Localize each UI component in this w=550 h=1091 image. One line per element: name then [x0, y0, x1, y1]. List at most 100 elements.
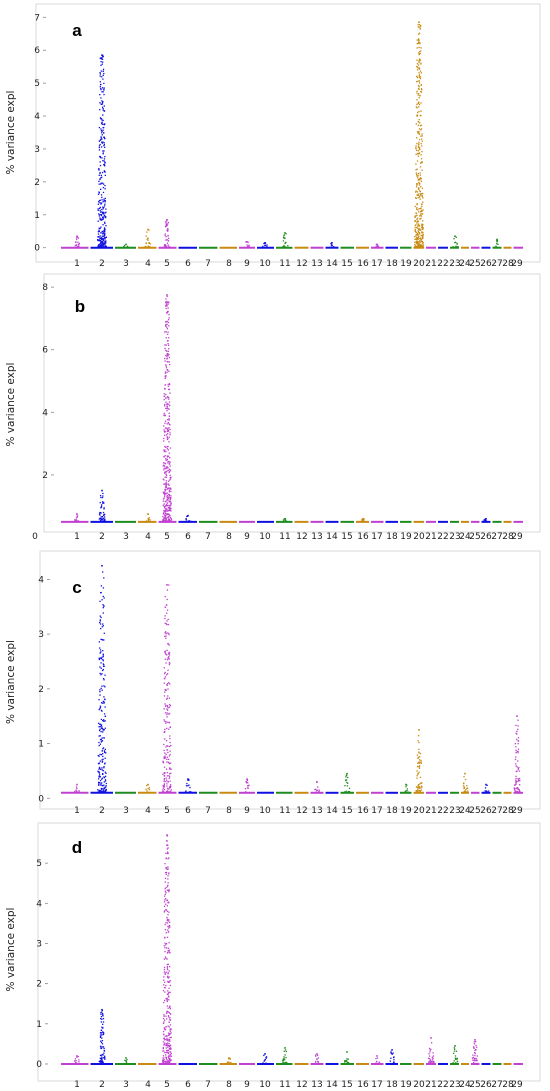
x-tick-label: 14: [326, 532, 338, 542]
peak-chr24: [462, 772, 469, 794]
x-tick-label: 1: [74, 1080, 80, 1090]
peak-chr17: [375, 1055, 381, 1065]
peak-chr11: [281, 232, 289, 249]
x-tick-label: 18: [386, 806, 398, 815]
x-tick-label: 20: [413, 1080, 425, 1090]
x-tick-label: 1: [74, 532, 80, 542]
x-tick-label: 11: [279, 532, 290, 542]
peak-chr15: [344, 772, 351, 794]
peak-chr2: [97, 564, 108, 794]
x-tick-label: 29: [511, 1080, 523, 1090]
x-tick-label: 7: [205, 1080, 211, 1090]
y-tick-label: 2: [36, 980, 42, 990]
x-tick-label: 18: [386, 259, 398, 268]
x-tick-label: 26: [480, 259, 492, 268]
peak-chr16: [361, 517, 367, 523]
peak-chr4: [145, 783, 152, 794]
x-tick-label: 9: [244, 532, 250, 542]
x-tick-label: 24: [459, 806, 471, 815]
plot-frame: [43, 273, 541, 533]
x-tick-label: 26: [480, 806, 492, 815]
x-tick-label: 20: [413, 259, 425, 268]
x-tick-label: 20: [413, 806, 425, 815]
peak-chr26: [483, 783, 490, 794]
plot-frame: [35, 3, 541, 263]
y-tick-label: 6: [34, 46, 40, 56]
x-tick-label: 9: [244, 806, 250, 815]
y-tick-label: 7: [34, 13, 40, 23]
x-tick-label: 6: [185, 259, 191, 268]
x-tick-label: 23: [449, 1080, 460, 1090]
peak-chr5: [163, 218, 171, 249]
x-tick-label: 2: [99, 532, 105, 542]
peak-chr3: [123, 243, 129, 249]
peak-chr6: [184, 778, 192, 794]
x-tick-label: 28: [502, 259, 514, 268]
x-tick-label: 17: [371, 532, 382, 542]
x-tick-label: 21: [425, 259, 436, 268]
peak-chr19: [402, 783, 409, 794]
y-tick-label: 2: [38, 685, 44, 695]
x-tick-label: 6: [185, 1080, 191, 1090]
y-tick-label: 1: [34, 211, 40, 221]
y-tick-label: 0: [38, 794, 44, 804]
peak-chr5: [162, 834, 173, 1065]
peak-chr5: [161, 294, 173, 523]
x-tick-label: 1: [74, 806, 80, 815]
x-tick-label: 25: [469, 806, 480, 815]
x-tick-label: 21: [425, 532, 436, 542]
x-tick-label: 23: [449, 806, 460, 815]
x-tick-label: 18: [386, 1080, 398, 1090]
x-tick-label: 14: [326, 259, 338, 268]
x-tick-label: 19: [400, 532, 412, 542]
x-tick-label: 18: [386, 532, 398, 542]
x-tick-label: 5: [164, 259, 170, 268]
peak-chr20: [415, 729, 423, 794]
x-tick-label: 3: [123, 806, 129, 815]
x-tick-label: 27: [491, 806, 502, 815]
peak-chr13: [314, 781, 320, 794]
x-tick-label: 17: [371, 1080, 382, 1090]
peak-chr4: [144, 228, 152, 249]
peak-chr2: [98, 489, 106, 523]
y-tick-label: 0: [34, 244, 40, 254]
x-tick-label: 20: [413, 532, 425, 542]
peak-chr17: [375, 243, 380, 249]
x-tick-label: 29: [511, 806, 523, 815]
peak-chr27: [493, 238, 499, 249]
y-tick-label: 5: [34, 79, 40, 89]
x-tick-label: 27: [491, 259, 502, 268]
x-tick-label: 17: [371, 259, 382, 268]
peak-chr2: [97, 54, 108, 249]
x-tick-label: 27: [491, 1080, 502, 1090]
x-tick-label: 15: [341, 532, 352, 542]
x-tick-label: 21: [425, 1080, 436, 1090]
x-tick-label: 1: [74, 259, 80, 268]
peak-chr3: [122, 1057, 128, 1065]
manhattan-plot-d: % variance expl 0 1 2 3 4 5 1 2 3 4 5 6 7 8 9 10 11 12 13 14…: [0, 815, 550, 1091]
x-tick-label: 13: [311, 532, 322, 542]
y-tick-label: 3: [38, 630, 44, 640]
peak-chr15: [343, 1051, 350, 1065]
y-tick-label: 2: [34, 178, 40, 188]
peak-chr23: [451, 1045, 459, 1065]
x-tick-label: 24: [459, 259, 471, 268]
x-tick-label: 8: [226, 806, 232, 815]
y-tick-label: 3: [36, 939, 42, 949]
y-tick-label: 2: [42, 471, 48, 481]
peak-chr23: [452, 235, 459, 249]
x-tick-label: 11: [279, 806, 290, 815]
x-tick-label: 12: [296, 532, 307, 542]
peak-chr10: [261, 241, 268, 249]
x-tick-label: 13: [311, 259, 322, 268]
y-tick-label: 8: [42, 283, 48, 293]
panel-letter: b: [75, 297, 85, 316]
x-tick-label: 10: [259, 259, 271, 268]
plot-frame: [39, 550, 541, 810]
x-tick-label: 26: [480, 1080, 492, 1090]
peak-chr25: [471, 1039, 479, 1065]
peak-chr10: [262, 1053, 268, 1065]
x-tick-label: 27: [491, 532, 502, 542]
x-tick-label: 5: [164, 1080, 170, 1090]
